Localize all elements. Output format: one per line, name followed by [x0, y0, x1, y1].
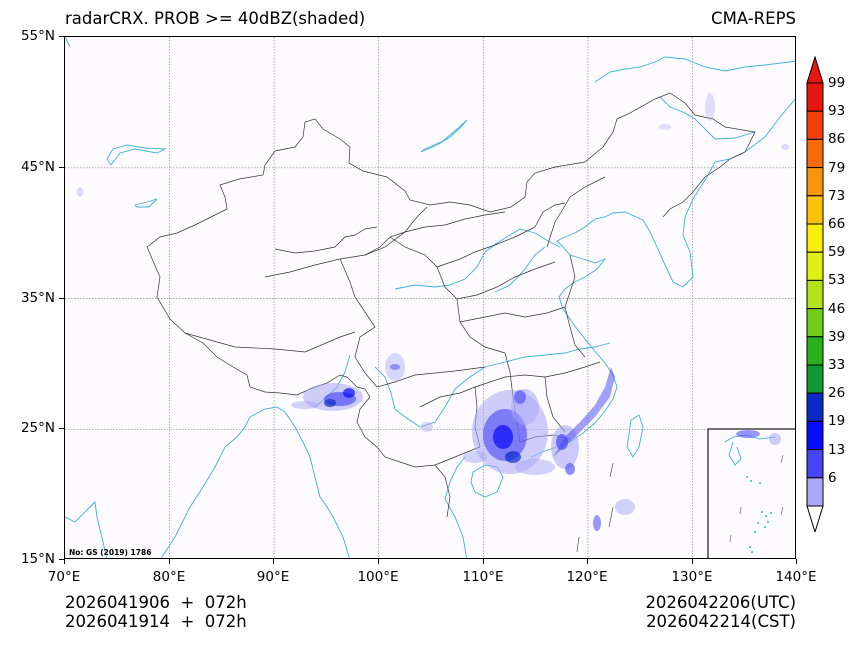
valid-time-utc: 2026042206(UTC)	[645, 593, 796, 612]
colorbar-tick-label: 33	[828, 357, 846, 373]
valid-time: 2026042206(UTC) 2026042214(CST)	[645, 593, 796, 631]
y-tick-mark	[59, 298, 64, 299]
colorbar-tick-label: 93	[828, 103, 846, 120]
map-approval-number: No: GS (2019) 1786	[69, 548, 152, 557]
colorbar-band	[806, 364, 824, 394]
x-tick-mark	[692, 559, 693, 564]
y-tick-mark	[59, 559, 64, 560]
colorbar-band	[806, 82, 824, 112]
colorbar-band	[806, 279, 824, 310]
colorbar-band	[806, 449, 824, 479]
colorbar-tick-label: 79	[828, 159, 846, 176]
x-tick-label: 80°E	[152, 569, 186, 585]
y-tick-mark	[59, 167, 64, 168]
x-tick-mark	[378, 559, 379, 564]
colorbar-tick-label: 6	[828, 469, 837, 486]
colorbar-tick-label: 39	[828, 328, 846, 345]
colorbar-tick-label: 59	[828, 244, 846, 261]
colorbar-tick-label: 46	[828, 300, 846, 317]
map-canvas	[65, 37, 795, 558]
valid-time-cst: 2026042214(CST)	[646, 612, 796, 631]
colorbar-band	[806, 308, 824, 338]
colorbar-band	[806, 251, 824, 281]
y-tick-mark	[59, 36, 64, 37]
graticule	[65, 37, 795, 558]
colorbar-band	[806, 167, 824, 197]
init-time-utc: 2026041906 + 072h	[65, 593, 247, 612]
colorbar-tick-label: 13	[828, 441, 846, 458]
x-tick-mark	[273, 559, 274, 564]
colorbar-tick-label: 53	[828, 272, 846, 289]
colorbar-tick-label: 66	[828, 216, 846, 232]
chart-title: radarCRX. PROB >= 40dBZ(shaded)	[65, 9, 366, 28]
y-tick-mark	[59, 428, 64, 429]
colorbar-band	[806, 195, 824, 225]
x-tick-label: 70°E	[47, 569, 81, 585]
colorbar-tick-label: 86	[828, 131, 846, 148]
colorbar-band	[806, 477, 824, 507]
y-tick-label: 15°N	[20, 551, 55, 567]
coastlines	[65, 37, 795, 558]
colorbar-svg	[806, 55, 824, 534]
colorbar-band	[806, 110, 824, 140]
model-name: CMA-REPS	[711, 9, 796, 28]
map-panel[interactable]: No: GS (2019) 1786	[64, 36, 796, 559]
colorbar-band	[806, 392, 824, 422]
colorbar-tick-label: 99	[828, 75, 846, 91]
borders	[146, 92, 756, 553]
colorbar-band	[806, 223, 824, 253]
colorbar-tick-label: 26	[828, 385, 846, 402]
colorbar	[806, 55, 824, 536]
y-tick-label: 35°N	[20, 290, 55, 306]
colorbar-band	[806, 336, 824, 366]
init-time: 2026041906 + 072h 2026041914 + 072h	[65, 593, 247, 631]
south-china-sea-inset	[707, 428, 795, 558]
x-tick-label: 140°E	[775, 569, 817, 585]
init-time-cst: 2026041914 + 072h	[65, 612, 247, 631]
colorbar-tick-label: 19	[828, 413, 846, 430]
y-tick-label: 45°N	[20, 159, 55, 175]
probability-shading	[77, 93, 789, 531]
x-tick-label: 90°E	[256, 569, 290, 585]
x-tick-mark	[169, 559, 170, 564]
y-tick-label: 25°N	[20, 420, 55, 436]
x-tick-mark	[483, 559, 484, 564]
colorbar-extend-min	[806, 505, 824, 534]
x-tick-label: 110°E	[462, 569, 504, 585]
x-tick-mark	[796, 559, 797, 564]
x-tick-label: 120°E	[566, 569, 608, 585]
x-tick-label: 100°E	[357, 569, 399, 585]
colorbar-extend-max	[806, 55, 824, 84]
x-tick-mark	[64, 559, 65, 564]
colorbar-tick-label: 73	[828, 187, 846, 204]
colorbar-band	[806, 420, 824, 451]
colorbar-band	[806, 138, 824, 169]
y-tick-label: 55°N	[20, 28, 55, 44]
x-tick-mark	[587, 559, 588, 564]
x-tick-label: 130°E	[671, 569, 713, 585]
